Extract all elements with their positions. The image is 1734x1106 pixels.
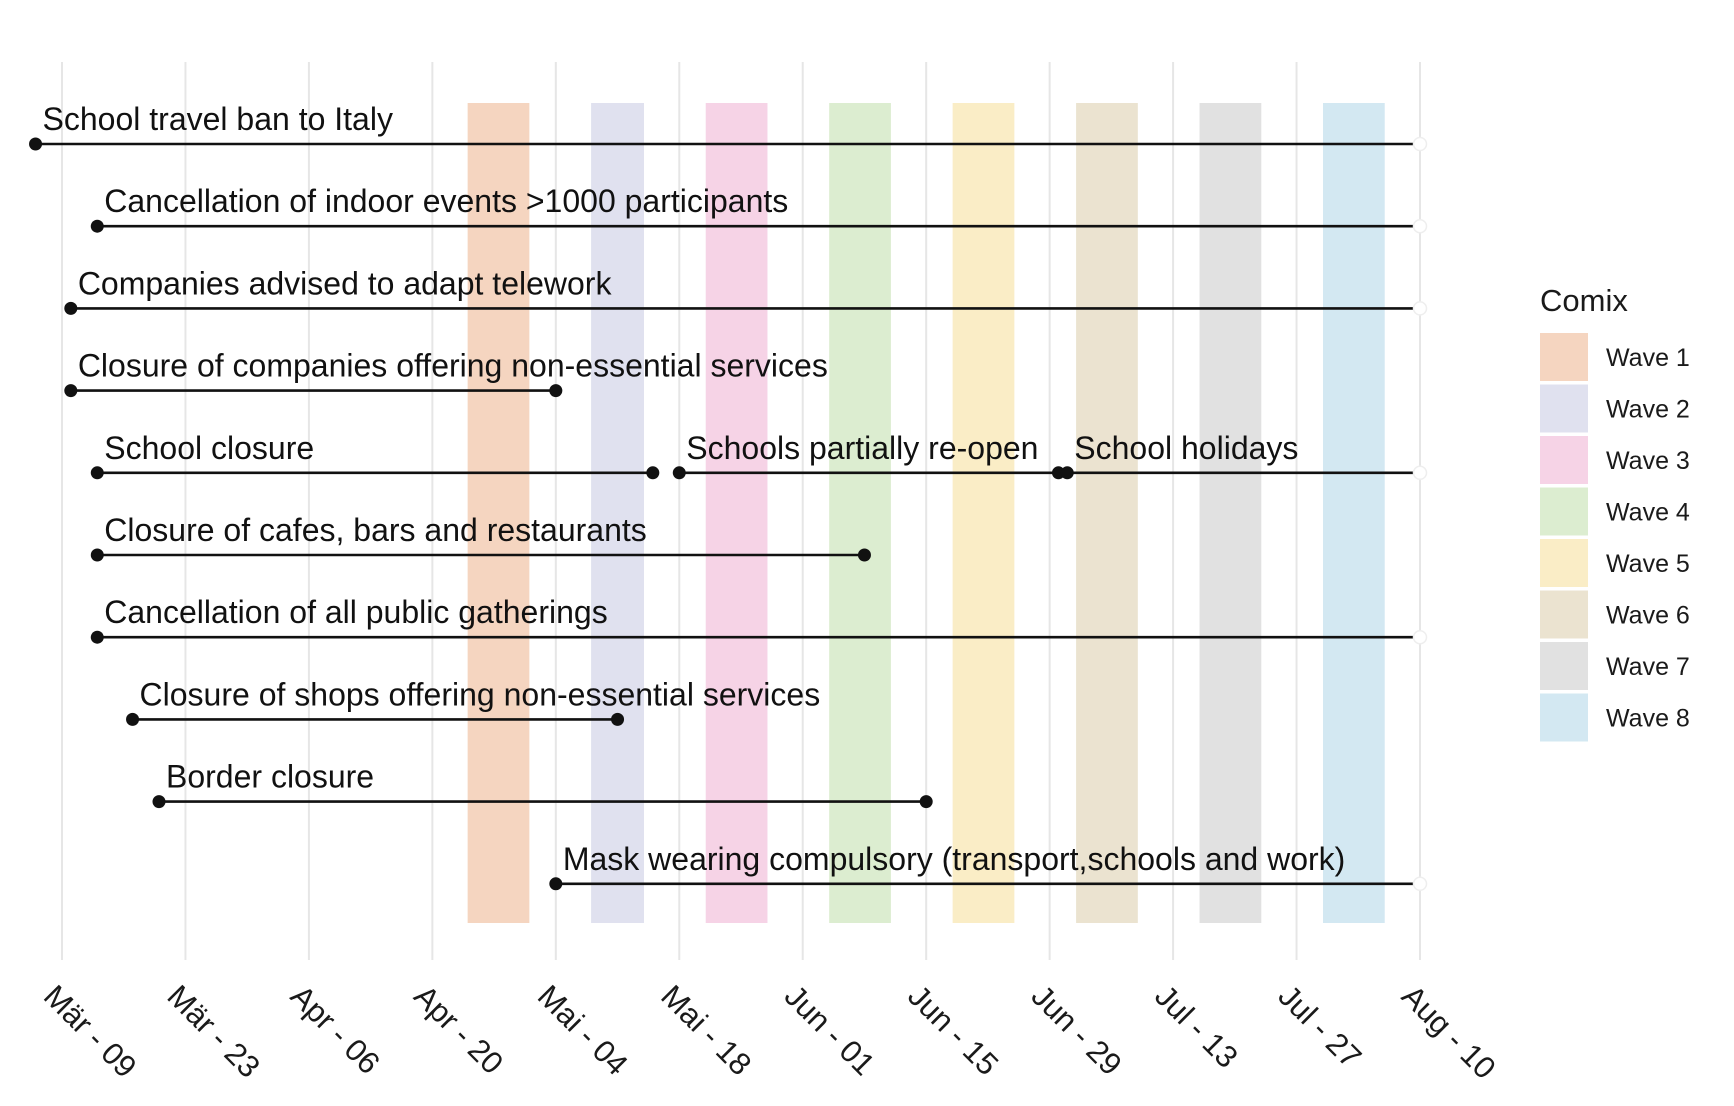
measure-start-point — [126, 712, 140, 726]
measure-ongoing-point — [1412, 218, 1428, 234]
measure-label: Closure of companies offering non-essent… — [78, 348, 828, 384]
measure-start-point — [90, 548, 104, 562]
measure-start-point — [90, 466, 104, 480]
wave-band — [705, 103, 768, 923]
grid-layer — [61, 62, 1421, 960]
measure-row: Border closure — [152, 759, 933, 809]
measure-start-point — [90, 630, 104, 644]
measure-end-point — [646, 466, 660, 480]
measure-label: School closure — [104, 430, 314, 466]
legend-swatch — [1540, 333, 1588, 381]
measure-row: Cancellation of indoor events >1000 part… — [90, 183, 1428, 234]
legend-swatch — [1540, 487, 1588, 536]
measure-row: Closure of cafes, bars and restaurants — [90, 512, 871, 562]
wave-band — [952, 103, 1015, 923]
legend-label: Wave 4 — [1606, 499, 1690, 527]
measure-start-point — [152, 795, 166, 809]
measure-label: Border closure — [166, 759, 374, 795]
legend-swatch — [1540, 693, 1588, 742]
wave-band — [829, 103, 891, 923]
measure-ongoing-point — [1412, 465, 1428, 481]
x-tick-label: Jul - 27 — [1272, 978, 1369, 1075]
x-tick-label: Jul - 13 — [1148, 978, 1245, 1075]
measure-start-point — [64, 384, 78, 398]
x-tick-label: Apr - 06 — [284, 978, 387, 1081]
measure-start-point — [672, 466, 686, 480]
legend-label: Wave 8 — [1606, 705, 1690, 733]
legend-label: Wave 1 — [1606, 344, 1690, 372]
measure-row: Closure of shops offering non-essential … — [126, 676, 820, 726]
legend-swatch — [1540, 384, 1588, 433]
measure-end-point — [919, 795, 933, 809]
wave-band — [1076, 103, 1138, 923]
measure-start-point — [1060, 466, 1074, 480]
legend-label: Wave 3 — [1606, 447, 1690, 475]
legend-swatch — [1540, 642, 1588, 690]
wave-band — [1323, 103, 1385, 923]
measure-label: Companies advised to adapt telework — [78, 265, 613, 301]
measure-label: School travel ban to Italy — [43, 101, 393, 137]
measure-end-point — [857, 548, 871, 562]
x-tick-label: Jun - 15 — [901, 978, 1005, 1082]
x-tick-label: Mai - 18 — [654, 978, 758, 1082]
measure-label: Schools partially re-open — [686, 430, 1038, 466]
measure-end-point — [611, 712, 625, 726]
measure-start-point — [64, 301, 78, 315]
measure-label: Closure of cafes, bars and restaurants — [104, 512, 647, 548]
measure-ongoing-point — [1412, 301, 1428, 316]
measure-lines: School travel ban to Italy Cancellation o… — [29, 101, 1428, 892]
measure-end-point — [549, 384, 563, 398]
x-tick-label: Mär - 09 — [37, 978, 143, 1084]
legend-label: Wave 7 — [1606, 653, 1690, 681]
measure-start-point — [549, 877, 563, 891]
wave-band — [467, 103, 530, 923]
measure-row: Closure of companies offering non-essent… — [64, 348, 828, 398]
measure-row: School closure Schools partially re-open S… — [90, 430, 1428, 481]
x-tick-label: Apr - 20 — [407, 978, 510, 1081]
wave-bands — [467, 103, 1385, 923]
measure-label: Closure of shops offering non-essential … — [140, 676, 821, 712]
measure-row: Mask wearing compulsory (transport,schoo… — [549, 841, 1428, 892]
measure-ongoing-point — [1412, 876, 1428, 892]
measure-ongoing-point — [1412, 629, 1428, 645]
legend: Comix Wave 1 Wave 2 Wave 3 Wave 4 Wave 5 Wave… — [1540, 283, 1690, 742]
legend-swatch — [1540, 590, 1588, 639]
legend-label: Wave 6 — [1606, 602, 1690, 630]
x-tick-label: Mai - 04 — [531, 978, 635, 1082]
legend-swatch — [1540, 436, 1588, 484]
x-tick-label: Jun - 29 — [1025, 978, 1129, 1082]
x-axis-ticks: Mär - 09 Mär - 23 Apr - 06 Apr - 20 Mai - 04… — [37, 978, 1503, 1086]
legend-label: Wave 5 — [1606, 550, 1690, 578]
x-tick-label: Jun - 01 — [778, 978, 882, 1082]
legend-title: Comix — [1540, 283, 1628, 318]
measure-row: Companies advised to adapt telework — [64, 265, 1428, 316]
measure-row: Cancellation of all public gatherings — [90, 594, 1428, 645]
measure-label: School holidays — [1074, 430, 1298, 466]
x-tick-label: Aug - 10 — [1395, 978, 1503, 1086]
wave-band — [1199, 103, 1262, 923]
measure-row: School travel ban to Italy — [29, 101, 1428, 152]
measure-label: Cancellation of indoor events >1000 part… — [104, 183, 788, 219]
measure-start-point — [29, 137, 43, 151]
x-tick-label: Mär - 23 — [161, 978, 267, 1084]
measure-label: Mask wearing compulsory (transport,schoo… — [563, 841, 1346, 877]
measure-label: Cancellation of all public gatherings — [104, 594, 607, 630]
measure-start-point — [90, 219, 104, 233]
wave-band — [591, 103, 644, 923]
legend-swatch — [1540, 539, 1588, 587]
legend-label: Wave 2 — [1606, 396, 1690, 424]
measure-ongoing-point — [1412, 136, 1428, 152]
